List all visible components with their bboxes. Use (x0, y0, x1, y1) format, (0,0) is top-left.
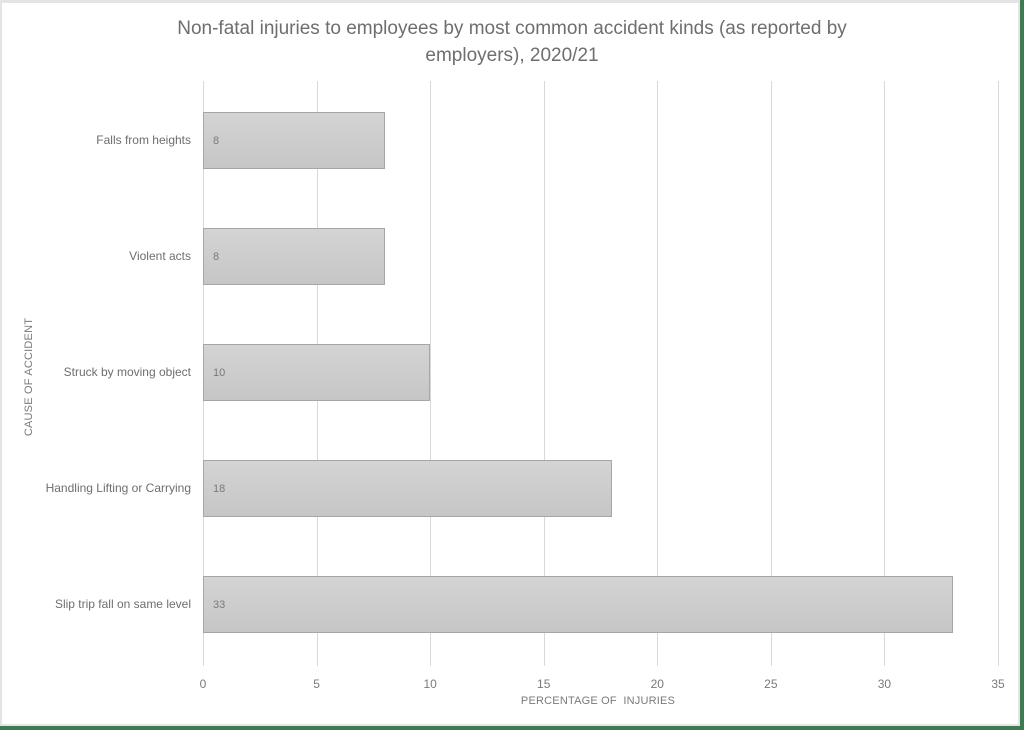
category-label: Falls from heights (96, 133, 191, 147)
bar[interactable]: 33 (203, 576, 953, 633)
bar-value-label: 10 (213, 366, 226, 379)
gridline (884, 81, 886, 666)
gridline (770, 81, 772, 666)
chart-title: Non-fatal injuries to employees by most … (122, 15, 902, 69)
x-tick-label: 0 (199, 677, 207, 691)
chart-title-line-1: Non-fatal injuries to employees by most … (177, 18, 847, 39)
gridline (657, 81, 659, 666)
x-tick-label: 30 (877, 677, 892, 691)
bar[interactable]: 18 (203, 460, 612, 517)
chart-area: Non-fatal injuries to employees by most … (2, 3, 1018, 724)
category-label: Handling Lifting or Carrying (45, 481, 191, 495)
x-tick-label: 20 (650, 677, 664, 691)
gridline (543, 81, 545, 666)
bar[interactable]: 10 (203, 344, 431, 401)
bar[interactable]: 8 (203, 112, 385, 169)
bar[interactable]: 8 (203, 228, 385, 285)
x-axis-label-text: PERCENTAGE OF INJURIES (520, 695, 676, 707)
category-label: Violent acts (129, 249, 191, 263)
x-tick-label: 5 (313, 677, 320, 691)
x-tick-label: 35 (991, 677, 1005, 691)
category-label: Struck by moving object (63, 365, 191, 379)
category-label: Slip trip fall on same level (54, 597, 191, 611)
chart-title-line-2: employers), 2020/21 (425, 45, 599, 66)
plot-area: 8 8 10 18 33 (203, 81, 999, 666)
gridline (998, 81, 999, 666)
x-tick-label: 10 (423, 677, 437, 691)
bar-value-label: 8 (213, 250, 220, 263)
gridline (430, 81, 432, 666)
x-tick-label: 15 (537, 677, 551, 691)
bar-value-label: 33 (213, 598, 226, 611)
x-tick-label: 25 (764, 677, 778, 691)
bar-value-label: 18 (213, 482, 226, 495)
bar-value-label: 8 (213, 134, 220, 147)
